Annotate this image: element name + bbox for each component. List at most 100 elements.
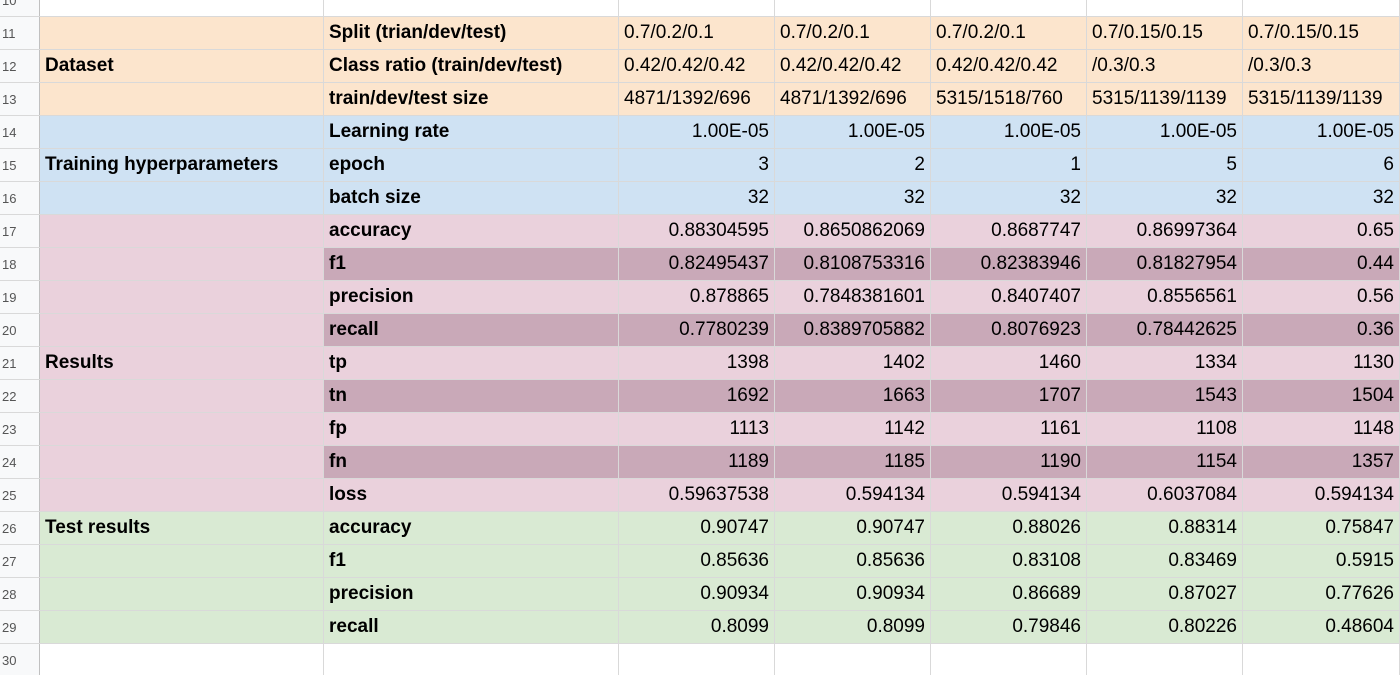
value-cell[interactable]: 0.8556561 bbox=[1087, 281, 1243, 313]
value-cell[interactable]: 0.594134 bbox=[1243, 479, 1400, 511]
metric-label-cell[interactable]: loss bbox=[324, 479, 619, 511]
metric-label-cell[interactable]: tn bbox=[324, 380, 619, 412]
category-cell[interactable] bbox=[40, 446, 324, 478]
value-cell[interactable]: 0.8407407 bbox=[931, 281, 1087, 313]
value-cell[interactable]: 1190 bbox=[931, 446, 1087, 478]
metric-label-cell[interactable]: precision bbox=[324, 578, 619, 610]
value-cell[interactable]: /0.3/0.3 bbox=[1087, 50, 1243, 82]
value-cell[interactable]: 0.594134 bbox=[775, 479, 931, 511]
value-cell[interactable]: 3 bbox=[619, 149, 775, 181]
value-cell[interactable]: 32 bbox=[775, 182, 931, 214]
value-cell[interactable]: 0.83108 bbox=[931, 545, 1087, 577]
row-number-header[interactable]: 30 bbox=[0, 644, 40, 675]
category-cell[interactable] bbox=[40, 578, 324, 610]
value-cell[interactable] bbox=[1243, 0, 1400, 16]
value-cell[interactable]: 6 bbox=[1243, 149, 1400, 181]
value-cell[interactable]: 0.7848381601 bbox=[775, 281, 931, 313]
value-cell[interactable]: 32 bbox=[1243, 182, 1400, 214]
row-number-header[interactable]: 27 bbox=[0, 545, 40, 577]
value-cell[interactable]: 0.88304595 bbox=[619, 215, 775, 247]
metric-label-cell[interactable] bbox=[324, 644, 619, 675]
value-cell[interactable]: 0.8099 bbox=[619, 611, 775, 643]
value-cell[interactable]: 1.00E-05 bbox=[1087, 116, 1243, 148]
category-cell[interactable]: Dataset bbox=[40, 50, 324, 82]
value-cell[interactable]: 1189 bbox=[619, 446, 775, 478]
value-cell[interactable]: 0.8108753316 bbox=[775, 248, 931, 280]
value-cell[interactable]: 1357 bbox=[1243, 446, 1400, 478]
category-cell[interactable] bbox=[40, 479, 324, 511]
category-cell[interactable] bbox=[40, 17, 324, 49]
metric-label-cell[interactable]: Class ratio (train/dev/test) bbox=[324, 50, 619, 82]
value-cell[interactable] bbox=[619, 0, 775, 16]
value-cell[interactable]: 0.36 bbox=[1243, 314, 1400, 346]
value-cell[interactable]: 0.90934 bbox=[619, 578, 775, 610]
value-cell[interactable]: 0.80226 bbox=[1087, 611, 1243, 643]
value-cell[interactable]: 4871/1392/696 bbox=[619, 83, 775, 115]
value-cell[interactable]: 5315/1139/1139 bbox=[1243, 83, 1400, 115]
metric-label-cell[interactable]: fn bbox=[324, 446, 619, 478]
category-cell[interactable] bbox=[40, 644, 324, 675]
value-cell[interactable]: 0.42/0.42/0.42 bbox=[931, 50, 1087, 82]
value-cell[interactable]: 1543 bbox=[1087, 380, 1243, 412]
value-cell[interactable]: 0.8687747 bbox=[931, 215, 1087, 247]
category-cell[interactable] bbox=[40, 182, 324, 214]
category-cell[interactable] bbox=[40, 281, 324, 313]
metric-label-cell[interactable]: Learning rate bbox=[324, 116, 619, 148]
metric-label-cell[interactable]: Split (trian/dev/test) bbox=[324, 17, 619, 49]
metric-label-cell[interactable]: precision bbox=[324, 281, 619, 313]
value-cell[interactable]: 1707 bbox=[931, 380, 1087, 412]
value-cell[interactable]: 0.90934 bbox=[775, 578, 931, 610]
value-cell[interactable] bbox=[775, 0, 931, 16]
row-number-header[interactable]: 10 bbox=[0, 0, 40, 16]
value-cell[interactable]: 5315/1139/1139 bbox=[1087, 83, 1243, 115]
value-cell[interactable] bbox=[931, 644, 1087, 675]
category-cell[interactable] bbox=[40, 545, 324, 577]
value-cell[interactable]: 0.594134 bbox=[931, 479, 1087, 511]
value-cell[interactable]: 0.7/0.2/0.1 bbox=[931, 17, 1087, 49]
value-cell[interactable]: 0.77626 bbox=[1243, 578, 1400, 610]
value-cell[interactable]: 1154 bbox=[1087, 446, 1243, 478]
value-cell[interactable]: 0.88314 bbox=[1087, 512, 1243, 544]
value-cell[interactable]: 0.85636 bbox=[619, 545, 775, 577]
value-cell[interactable]: 0.90747 bbox=[619, 512, 775, 544]
value-cell[interactable]: 1.00E-05 bbox=[1243, 116, 1400, 148]
row-number-header[interactable]: 26 bbox=[0, 512, 40, 544]
value-cell[interactable]: 0.7/0.15/0.15 bbox=[1087, 17, 1243, 49]
row-number-header[interactable]: 29 bbox=[0, 611, 40, 643]
category-cell[interactable]: Results bbox=[40, 347, 324, 379]
row-number-header[interactable]: 17 bbox=[0, 215, 40, 247]
value-cell[interactable]: 1 bbox=[931, 149, 1087, 181]
row-number-header[interactable]: 18 bbox=[0, 248, 40, 280]
category-cell[interactable] bbox=[40, 248, 324, 280]
value-cell[interactable]: 0.56 bbox=[1243, 281, 1400, 313]
value-cell[interactable]: 1504 bbox=[1243, 380, 1400, 412]
value-cell[interactable]: 4871/1392/696 bbox=[775, 83, 931, 115]
category-cell[interactable] bbox=[40, 0, 324, 16]
value-cell[interactable]: 1460 bbox=[931, 347, 1087, 379]
metric-label-cell[interactable]: f1 bbox=[324, 545, 619, 577]
value-cell[interactable]: 0.878865 bbox=[619, 281, 775, 313]
value-cell[interactable]: 0.5915 bbox=[1243, 545, 1400, 577]
category-cell[interactable]: Training hyperparameters bbox=[40, 149, 324, 181]
value-cell[interactable]: 1108 bbox=[1087, 413, 1243, 445]
row-number-header[interactable]: 13 bbox=[0, 83, 40, 115]
metric-label-cell[interactable]: accuracy bbox=[324, 215, 619, 247]
metric-label-cell[interactable]: tp bbox=[324, 347, 619, 379]
category-cell[interactable] bbox=[40, 83, 324, 115]
value-cell[interactable] bbox=[1087, 644, 1243, 675]
metric-label-cell[interactable]: epoch bbox=[324, 149, 619, 181]
value-cell[interactable]: 0.78442625 bbox=[1087, 314, 1243, 346]
value-cell[interactable]: 0.86997364 bbox=[1087, 215, 1243, 247]
value-cell[interactable]: 0.8389705882 bbox=[775, 314, 931, 346]
value-cell[interactable]: 0.88026 bbox=[931, 512, 1087, 544]
metric-label-cell[interactable]: recall bbox=[324, 611, 619, 643]
value-cell[interactable]: 0.79846 bbox=[931, 611, 1087, 643]
category-cell[interactable] bbox=[40, 380, 324, 412]
row-number-header[interactable]: 16 bbox=[0, 182, 40, 214]
value-cell[interactable]: 32 bbox=[619, 182, 775, 214]
value-cell[interactable]: 0.6037084 bbox=[1087, 479, 1243, 511]
row-number-header[interactable]: 20 bbox=[0, 314, 40, 346]
metric-label-cell[interactable]: fp bbox=[324, 413, 619, 445]
row-number-header[interactable]: 12 bbox=[0, 50, 40, 82]
value-cell[interactable]: 0.81827954 bbox=[1087, 248, 1243, 280]
